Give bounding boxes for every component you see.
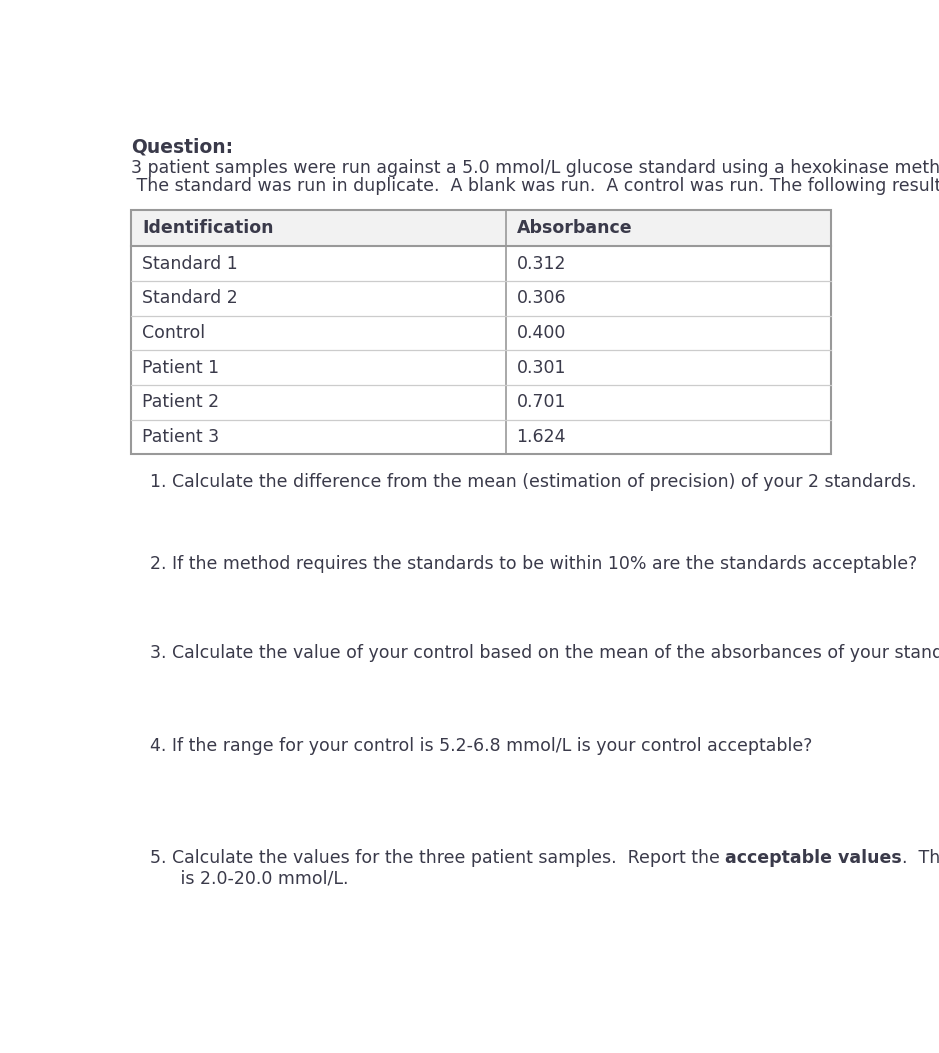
Text: Identification: Identification [142,219,273,237]
Text: 0.306: 0.306 [516,290,566,307]
Text: Absorbance: Absorbance [516,219,632,237]
Text: acceptable values: acceptable values [725,849,902,867]
Text: Standard 2: Standard 2 [142,290,238,307]
Text: 0.312: 0.312 [516,255,566,273]
Text: 3. Calculate the value of your control based on the mean of the absorbances of y: 3. Calculate the value of your control b… [150,643,939,661]
Text: Patient 3: Patient 3 [142,429,220,446]
Text: 1. Calculate the difference from the mean (estimation of precision) of your 2 st: 1. Calculate the difference from the mea… [150,473,916,491]
Text: 3 patient samples were run against a 5.0 mmol/L glucose standard using a hexokin: 3 patient samples were run against a 5.0… [131,159,939,177]
Text: 1.624: 1.624 [516,429,566,446]
Text: Question:: Question: [131,138,234,157]
Bar [131,210,831,455]
Text: 0.400: 0.400 [516,324,566,342]
Text: is 2.0-20.0 mmol/L.: is 2.0-20.0 mmol/L. [164,870,348,888]
Text: The standard was run in duplicate.  A blank was run.  A control was run. The fol: The standard was run in duplicate. A bla… [131,177,939,195]
Text: Patient 2: Patient 2 [142,394,220,412]
Text: 4. If the range for your control is 5.2-6.8 mmol/L is your control acceptable?: 4. If the range for your control is 5.2-… [150,737,812,755]
Text: Control: Control [142,324,206,342]
Text: .  The linearity of the method: . The linearity of the method [902,849,939,867]
Text: Standard 1: Standard 1 [142,255,238,273]
Text: 0.701: 0.701 [516,394,566,412]
Text: 0.301: 0.301 [516,359,566,377]
Bar [131,210,831,246]
Text: Patient 1: Patient 1 [142,359,220,377]
Text: 2. If the method requires the standards to be within 10% are the standards accep: 2. If the method requires the standards … [150,555,917,573]
Text: 5. Calculate the values for the three patient samples.  Report the: 5. Calculate the values for the three pa… [150,849,725,867]
